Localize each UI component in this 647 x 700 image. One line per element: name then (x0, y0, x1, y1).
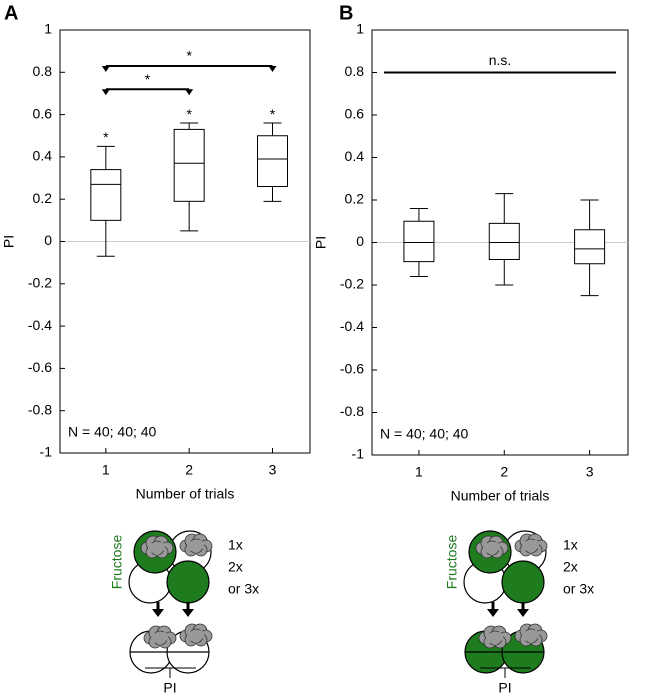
odor-cloud (488, 547, 496, 555)
panel-label: A (4, 2, 18, 24)
y-tick-label: 0.8 (345, 63, 365, 79)
box (257, 135, 288, 188)
y-tick-label: -0.6 (340, 361, 364, 377)
y-tick-label: 1 (44, 21, 52, 37)
y-tick-label: -1 (40, 444, 53, 460)
box (90, 169, 122, 221)
box-label: * (270, 106, 276, 122)
y-tick-label: 0 (356, 233, 364, 249)
odor-label: Fructose (109, 535, 125, 590)
x-tick-label: 1 (102, 462, 110, 478)
readout-label: PI (498, 680, 511, 696)
y-tick-label: -0.2 (28, 275, 52, 291)
odor-label: Fructose (444, 535, 460, 590)
significance-label: n.s. (489, 52, 512, 68)
box-label: * (103, 129, 109, 145)
odor-cloud (527, 545, 535, 553)
box (173, 128, 205, 202)
y-axis-label: PI (1, 235, 17, 248)
repeat-label: or 3x (563, 581, 594, 597)
odor-cloud (527, 635, 535, 643)
y-tick-label: -0.2 (340, 276, 364, 292)
x-tick-label: 2 (500, 464, 508, 480)
repeat-label: 2x (228, 559, 243, 575)
odor-cloud (491, 637, 499, 645)
diagram: Fructose 1x 2x or 3x PI (444, 530, 594, 696)
significance-label: * (145, 71, 151, 87)
box (574, 229, 606, 265)
y-tick-label: 0 (44, 232, 52, 248)
repeat-label: 1x (228, 537, 243, 553)
arrow-head (517, 609, 529, 617)
y-tick-label: -0.4 (340, 318, 364, 334)
y-tick-label: -0.6 (28, 359, 52, 375)
y-tick-label: 0.4 (33, 148, 53, 164)
annotation: N = 40; 40; 40 (68, 424, 157, 440)
x-tick-label: 2 (185, 462, 193, 478)
odor-cloud (153, 547, 161, 555)
repeat-label: 2x (563, 559, 578, 575)
y-tick-label: 0.8 (33, 63, 53, 79)
y-tick-label: 0.2 (33, 190, 53, 206)
arrow-head (182, 609, 194, 617)
readout-label: PI (163, 680, 176, 696)
y-tick-label: 0.2 (345, 191, 365, 207)
x-tick-label: 3 (586, 464, 594, 480)
y-tick-label: 0.6 (33, 105, 53, 121)
y-tick-label: -0.4 (28, 317, 52, 333)
x-axis-label: Number of trials (136, 486, 235, 502)
x-tick-label: 3 (269, 462, 277, 478)
y-tick-label: -0.8 (28, 401, 52, 417)
box (403, 220, 435, 263)
x-tick-label: 1 (415, 464, 423, 480)
arrow-head (152, 609, 164, 617)
x-axis-label: Number of trials (451, 488, 550, 504)
y-axis-label: PI (313, 236, 329, 249)
significance-label: * (186, 48, 192, 64)
panel-label: B (339, 2, 353, 24)
diagram: Fructose 1x 2x or 3x PI (109, 530, 259, 696)
y-tick-label: 1 (356, 21, 364, 37)
odor-cloud (192, 545, 200, 553)
box (488, 222, 520, 260)
y-tick-label: -1 (352, 446, 365, 462)
plate-quadrant (166, 560, 210, 604)
y-tick-label: -0.8 (340, 403, 364, 419)
bar-end (101, 89, 110, 96)
bar-end (268, 65, 277, 72)
odor-cloud (192, 635, 200, 643)
y-tick-label: 0.4 (345, 148, 365, 164)
plate-quadrant (501, 560, 545, 604)
arrow-head (487, 609, 499, 617)
repeat-label: 1x (563, 537, 578, 553)
y-tick-label: 0.6 (345, 106, 365, 122)
repeat-label: or 3x (228, 581, 259, 597)
odor-cloud (156, 637, 164, 645)
bar-end (185, 89, 194, 96)
box-label: * (186, 106, 192, 122)
bar-end (101, 65, 110, 72)
annotation: N = 40; 40; 40 (380, 426, 469, 442)
